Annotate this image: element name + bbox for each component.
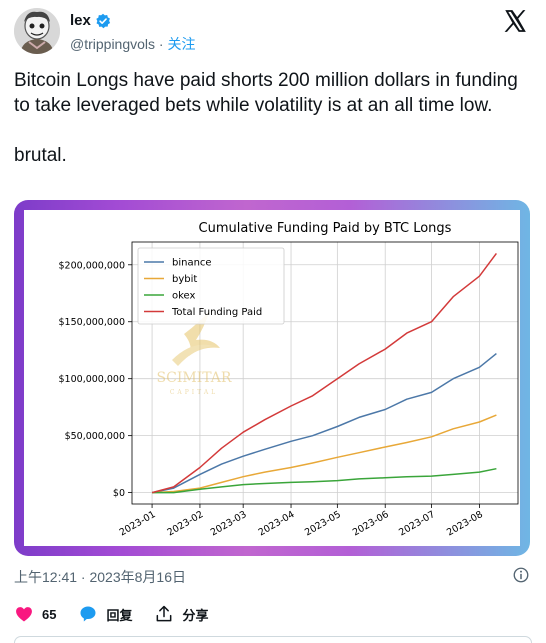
- watermark-name: SCIMITAR: [157, 370, 232, 386]
- speech-bubble-icon: [80, 606, 96, 622]
- share-button[interactable]: 分享: [154, 604, 209, 624]
- series-line-total-funding-paid: [151, 252, 498, 494]
- series-line-bybit: [152, 414, 497, 494]
- x-tick-label: 2023-03: [209, 509, 249, 538]
- y-tick-label: $200,000,000: [59, 260, 125, 271]
- y-axis-ticks: $0 $50,000,000 $100,000,000 $150,000,000 $20…: [59, 260, 132, 499]
- watermark-sub: CAPITAL: [170, 389, 218, 396]
- legend-label: okex: [172, 291, 196, 302]
- reply-box-edge: [14, 636, 532, 643]
- y-tick-label: $50,000,000: [65, 431, 125, 442]
- tweet-text: Bitcoin Longs have paid shorts 200 milli…: [14, 70, 518, 166]
- display-name[interactable]: lex: [70, 12, 91, 29]
- y-tick-label: $0: [113, 488, 125, 499]
- y-tick-label: $150,000,000: [59, 317, 125, 328]
- legend-label: Total Funding Paid: [171, 307, 262, 318]
- y-tick-label: $100,000,000: [59, 374, 125, 385]
- x-tick-label: 2023-01: [118, 509, 158, 538]
- funding-chart: Cumulative Funding Paid by BTC Longs $0$…: [59, 221, 519, 538]
- legend-box: [137, 247, 285, 325]
- like-button[interactable]: 65: [14, 604, 56, 624]
- x-tick-label: 2023-02: [166, 509, 206, 538]
- scimitar-watermark: SCIMITAR CAPITAL: [157, 310, 232, 396]
- info-icon[interactable]: [512, 566, 530, 584]
- action-bar: 65 回复 分享: [14, 604, 231, 624]
- legend-label: bybit: [172, 274, 197, 285]
- user-handle[interactable]: @trippingvols: [70, 36, 156, 52]
- tweet-media[interactable]: Cumulative Funding Paid by BTC Longs $0 $…: [14, 200, 530, 556]
- x-logo-icon[interactable]: [502, 8, 528, 34]
- tweet-header: lex @trippingvols · 关注: [14, 8, 534, 58]
- x-tick-label: 2023-08: [445, 509, 485, 538]
- x-tick-label: 2023-05: [303, 509, 343, 538]
- name-row: lex: [70, 12, 111, 29]
- chart-image: Cumulative Funding Paid by BTC Longs $0 $…: [24, 210, 520, 546]
- reply-label: 回复: [106, 607, 133, 623]
- avatar-illustration: [14, 8, 60, 54]
- legend-label: binance: [172, 258, 212, 269]
- handle-row: @trippingvols · 关注: [70, 34, 195, 54]
- share-upload-icon: [157, 605, 172, 622]
- series-line-okex: [152, 467, 497, 494]
- share-label: 分享: [182, 607, 209, 623]
- follow-button[interactable]: 关注: [167, 36, 196, 52]
- plot-frame: [131, 241, 519, 505]
- verified-badge-icon: [96, 13, 110, 28]
- reply-button[interactable]: 回复: [78, 604, 132, 624]
- series-line-binance: [151, 353, 497, 494]
- x-axis-ticks: 2023-01 2023-02 2023-03 2023-04 2023-05 2023-…: [118, 504, 485, 538]
- x-tick-label: 2023-06: [351, 509, 391, 538]
- x-tick-label: 2023-04: [257, 509, 297, 538]
- chart-legend: binance bybit okex Total Funding Paid: [137, 247, 285, 325]
- tweet-timestamp[interactable]: 上午12:41 · 2023年8月16日: [14, 569, 186, 585]
- chart-title: Cumulative Funding Paid by BTC Longs: [199, 221, 452, 236]
- avatar[interactable]: [14, 8, 60, 54]
- x-tick-label: 2023-07: [397, 509, 437, 538]
- handle-separator: ·: [155, 36, 168, 52]
- chart-series-lines: [151, 252, 498, 494]
- like-count: 65: [42, 606, 57, 622]
- heart-icon: [16, 607, 32, 622]
